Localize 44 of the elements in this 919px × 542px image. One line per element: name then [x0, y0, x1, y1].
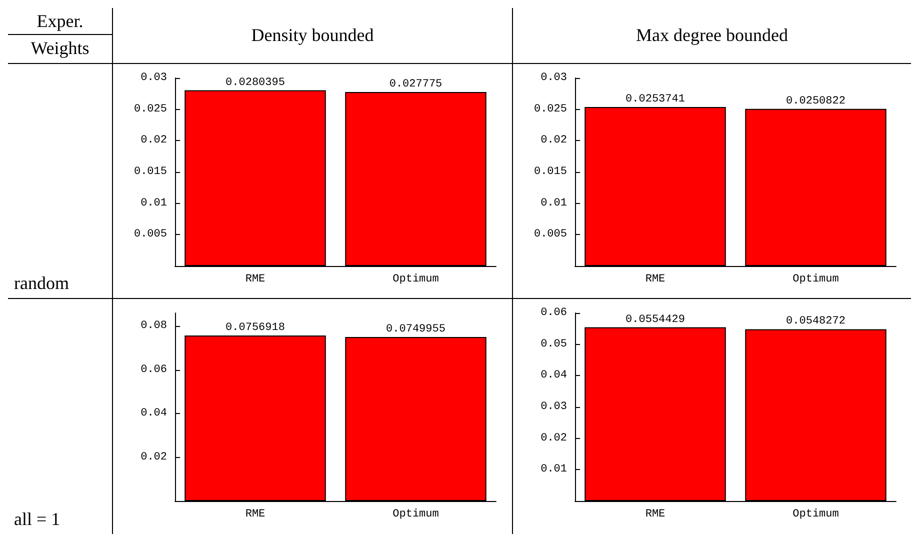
x-tick-label: Optimum [392, 274, 440, 286]
y-tick-label: 0.02 [540, 432, 567, 444]
chart-title: Density bounded [251, 25, 374, 46]
x-tick-label: Optimum [792, 508, 840, 520]
x-tick-label: Optimum [392, 508, 440, 520]
text: Exper. [36, 10, 84, 33]
y-tick-label: 0.015 [134, 166, 167, 178]
y-tick-label: 0.02 [140, 134, 167, 147]
text: Weights [8, 34, 112, 61]
text: all = 1 [14, 509, 60, 530]
x-tick-label: RME [245, 508, 266, 520]
y-tick-label: 0.005 [534, 228, 567, 241]
x-tick-label: RME [245, 274, 266, 286]
y-tick-label: 0.02 [540, 134, 567, 147]
y-tick-label: 0.015 [534, 166, 567, 178]
data-label: 0.0554429 [626, 314, 685, 326]
y-tick-label: 0.08 [140, 320, 167, 332]
x-tick-label: Optimum [792, 274, 840, 286]
data-label: 0.0250822 [786, 95, 846, 108]
y-tick-label: 0.005 [134, 228, 167, 241]
y-tick-label: 0.04 [140, 408, 168, 420]
y-tick-label: 0.06 [140, 364, 167, 376]
chart-title: Max degree bounded [636, 25, 788, 46]
text: random [14, 273, 69, 294]
y-tick-label: 0.05 [540, 338, 567, 350]
y-tick-label: 0.01 [540, 464, 568, 476]
y-tick-label: 0.01 [540, 197, 568, 210]
data-label: 0.0253741 [626, 93, 686, 106]
data-label: 0.0280395 [226, 76, 285, 89]
y-tick-label: 0.03 [540, 72, 567, 84]
data-label: 0.0756918 [226, 322, 285, 334]
data-label: 0.0749955 [386, 324, 446, 336]
y-tick-label: 0.03 [140, 72, 167, 84]
y-tick-label: 0.04 [540, 370, 568, 382]
y-tick-label: 0.025 [534, 103, 567, 116]
x-tick-label: RME [645, 274, 666, 286]
y-tick-label: 0.06 [540, 307, 567, 319]
y-tick-label: 0.01 [140, 197, 168, 210]
x-tick-label: RME [645, 508, 666, 520]
y-tick-label: 0.02 [140, 451, 167, 464]
y-tick-label: 0.025 [134, 103, 167, 116]
y-tick-label: 0.03 [540, 401, 567, 413]
data-label: 0.0548272 [786, 316, 846, 328]
data-label: 0.027775 [389, 78, 442, 90]
